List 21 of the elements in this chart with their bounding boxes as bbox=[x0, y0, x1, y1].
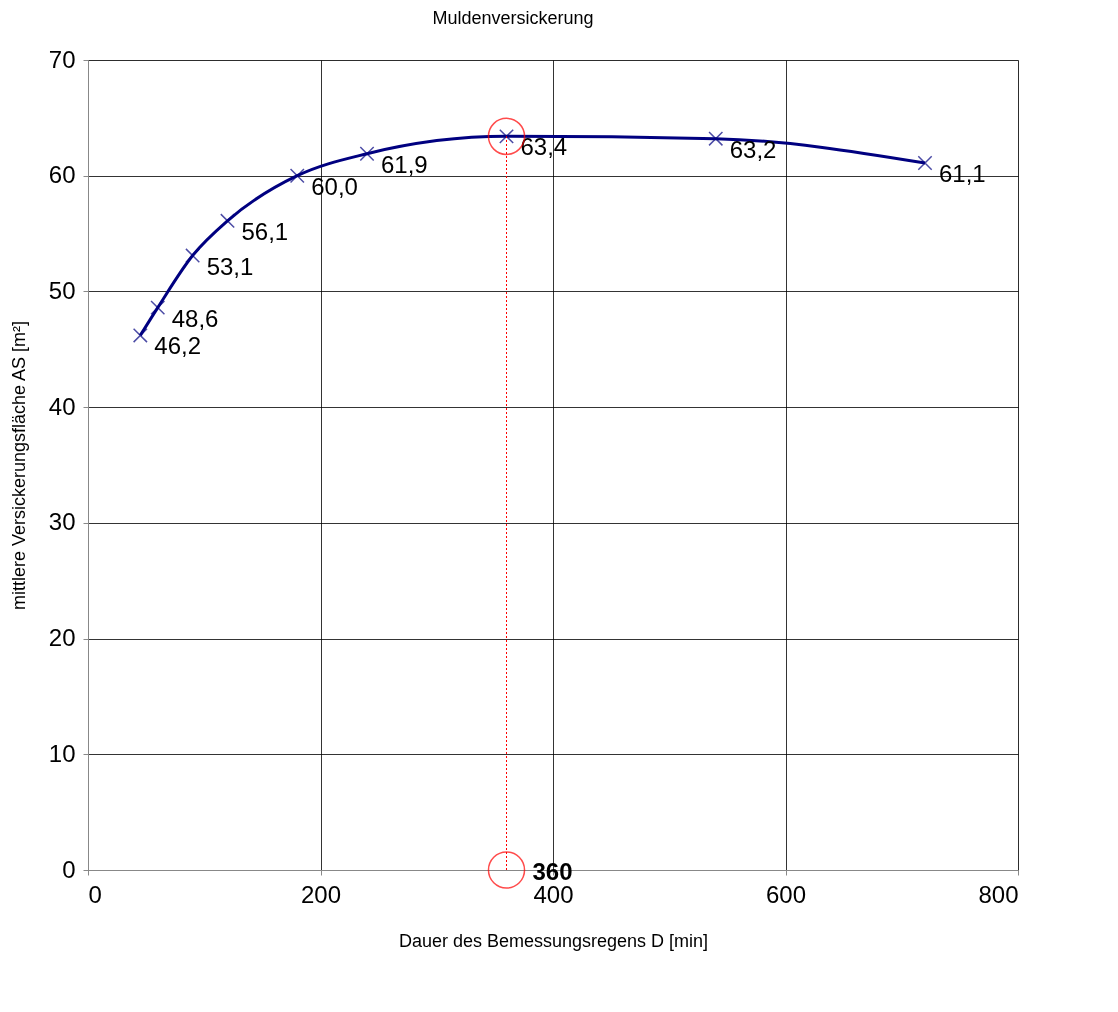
x-tick-label: 200 bbox=[300, 880, 342, 908]
x-axis-title: Dauer des Bemessungsregens D [min] bbox=[398, 930, 709, 951]
y-tick-label: 20 bbox=[48, 624, 76, 652]
data-label: 53,1 bbox=[206, 252, 254, 280]
data-label: 48,6 bbox=[171, 304, 219, 332]
y-tick-label: 60 bbox=[48, 161, 76, 189]
y-tick-label: 0 bbox=[62, 855, 76, 883]
x-tick-label: 600 bbox=[765, 880, 807, 908]
y-tick-label: 10 bbox=[48, 739, 76, 767]
y-tick-label: 40 bbox=[48, 392, 76, 420]
x-tick-label: 800 bbox=[978, 880, 1019, 908]
data-label: 56,1 bbox=[241, 217, 289, 245]
y-tick-label: 30 bbox=[48, 508, 76, 536]
chart-title: Muldenversickerung bbox=[432, 8, 594, 28]
y-tick-label: 70 bbox=[48, 45, 76, 73]
y-axis-title: mittlere Versickerungsfläche AS [m²] bbox=[8, 320, 29, 611]
x-tick-label: 0 bbox=[88, 880, 102, 908]
y-tick-label: 50 bbox=[48, 276, 76, 304]
data-label: 46,2 bbox=[154, 332, 202, 360]
data-label: 63,2 bbox=[729, 135, 777, 163]
data-label: 61,9 bbox=[381, 150, 428, 178]
